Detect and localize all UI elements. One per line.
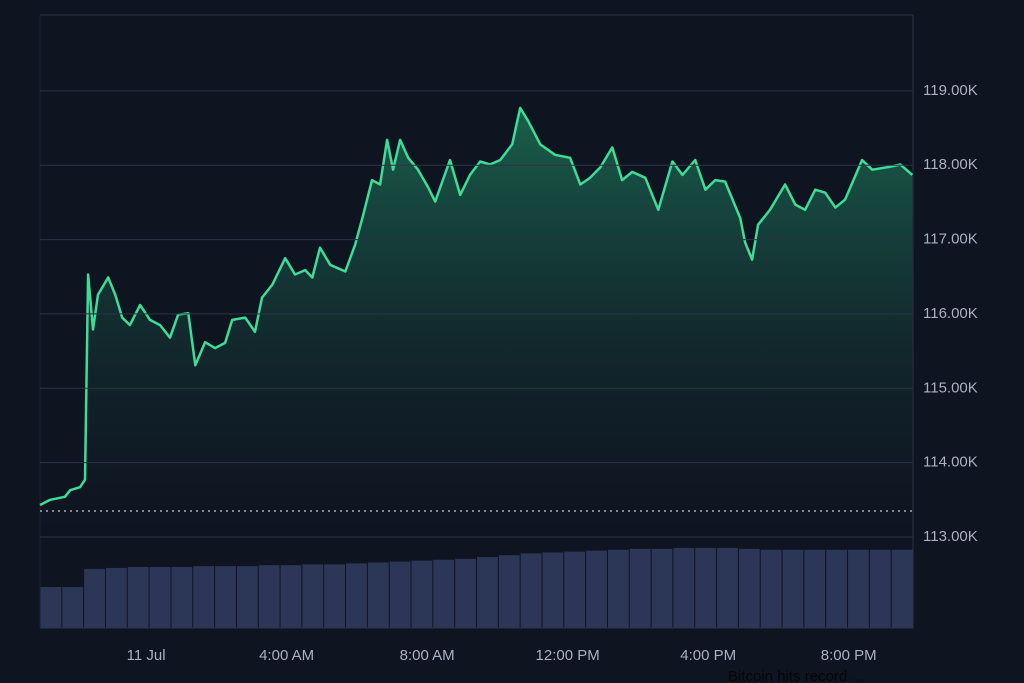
x-tick-label: 12:00 PM — [536, 647, 600, 664]
volume-bar — [346, 563, 367, 628]
y-tick-label: 116.00K — [923, 305, 978, 322]
volume-bar — [607, 549, 629, 628]
volume-bar — [215, 566, 236, 628]
y-tick-label: 119.00K — [923, 82, 978, 99]
volume-bar — [826, 549, 848, 628]
volume-bar — [629, 548, 651, 628]
volume-bar — [127, 567, 149, 628]
price-line — [39, 106, 914, 507]
x-tick-label: 4:00 PM — [680, 647, 736, 664]
volume-bar — [498, 555, 520, 628]
y-tick-label: 115.00K — [923, 379, 978, 396]
x-tick-label: 11 Jul — [127, 647, 166, 664]
volume-bar — [171, 567, 193, 628]
volume-bar — [84, 568, 105, 628]
volume-bar — [695, 547, 717, 628]
volume-bar — [236, 566, 258, 628]
volume-bar — [193, 566, 215, 628]
volume-bar — [477, 557, 498, 628]
volume-bar — [564, 551, 586, 628]
volume-bar — [542, 552, 564, 628]
y-tick-label: 114.00K — [923, 454, 978, 471]
volume-bar — [258, 565, 280, 628]
volume-bar — [62, 587, 84, 628]
y-tick-label: 118.00K — [923, 156, 978, 173]
volume-bar — [455, 558, 476, 628]
y-tick-label: 113.00K — [923, 528, 978, 545]
volume-bar — [105, 567, 127, 628]
x-tick-label: 8:00 AM — [400, 647, 455, 664]
price-area — [40, 107, 913, 538]
y-tick-label: 117.00K — [923, 231, 978, 248]
volume-bar — [651, 548, 673, 628]
volume-bar — [149, 567, 171, 628]
volume-bar — [324, 564, 346, 628]
volume-bar — [367, 562, 389, 628]
volume-bar — [302, 564, 324, 628]
x-tick-label: 8:00 PM — [821, 647, 877, 664]
volume-bar — [389, 561, 411, 628]
annotation: Bitcoin hits record ... — [728, 668, 864, 683]
volume-bar — [869, 549, 891, 628]
volume-bar — [520, 553, 542, 628]
volume-bar — [433, 559, 455, 628]
volume-bar — [586, 550, 607, 628]
volume-bar — [738, 548, 760, 628]
volume-bar — [891, 549, 913, 628]
volume-bar — [411, 560, 433, 628]
volume-bar — [848, 549, 869, 628]
volume-bar — [280, 565, 302, 628]
volume-bar — [673, 547, 695, 628]
volume-bar — [760, 549, 782, 628]
x-tick-label: 4:00 AM — [259, 647, 314, 664]
volume-bar — [40, 587, 62, 628]
volume-bar — [782, 549, 804, 628]
volume-bar — [717, 547, 738, 628]
volume-bar — [804, 549, 826, 628]
